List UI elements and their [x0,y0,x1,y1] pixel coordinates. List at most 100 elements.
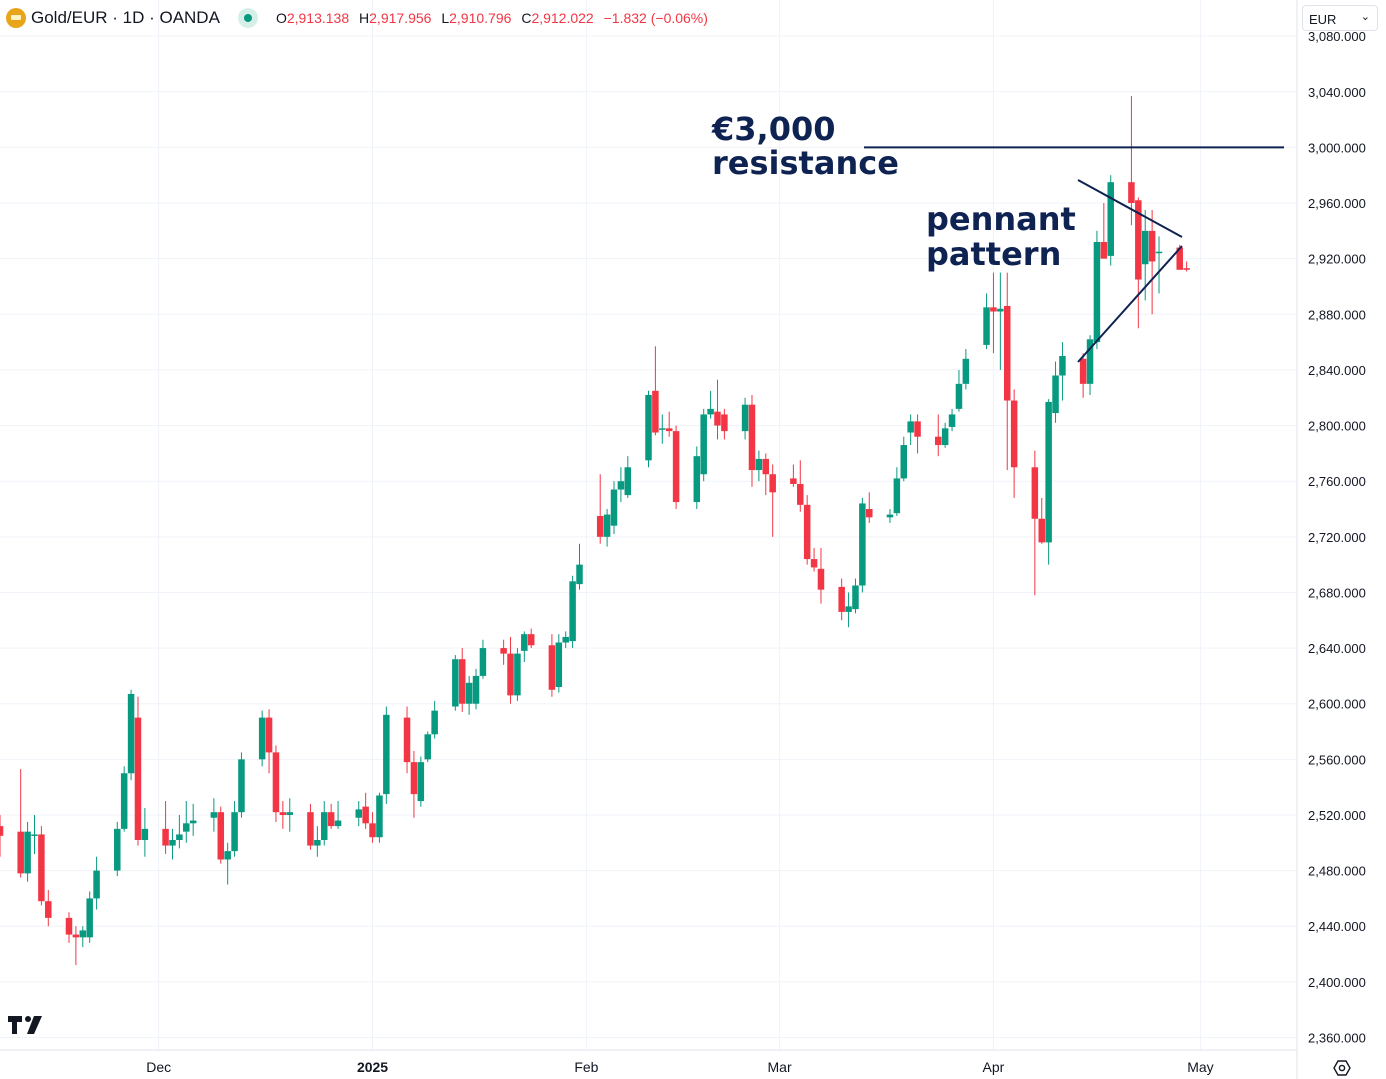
candle-body [231,812,238,852]
candle [479,639,487,679]
price-tick-label: 2,400.000 [1308,975,1366,990]
candle-body [955,383,963,409]
candle [741,397,749,440]
price-tick-label: 2,520.000 [1308,808,1366,823]
price-tick-label: 2,760.000 [1308,474,1366,489]
candle-body [990,307,997,312]
candle [321,801,328,846]
time-tick-label: Apr [983,1059,1005,1075]
tradingview-logo-icon[interactable] [8,1014,46,1034]
candle [1107,175,1114,266]
candle-body [224,851,231,860]
candle [1100,203,1108,259]
candle [93,856,100,910]
candle-body [127,693,135,774]
candle [838,578,845,621]
symbol-title[interactable]: Gold/EUR · 1D · OANDA [31,8,220,27]
candle-body [935,436,942,446]
candle [700,408,707,482]
candle-body [548,645,556,690]
candle [1155,236,1163,294]
candle-body [721,414,728,432]
candle-body [183,823,190,832]
time-tick-label: 2025 [357,1059,388,1075]
candle [500,639,507,665]
time-axis[interactable]: Dec 2025 Feb Mar Apr May [146,1059,1213,1075]
candle [231,801,238,857]
candle-body [286,812,294,815]
settings-gear-icon[interactable] [1333,1060,1351,1076]
candle [1003,272,1011,471]
candle [279,801,287,829]
candle [790,464,797,487]
candle-body [769,474,776,493]
candle [1031,450,1039,596]
price-tick-label: 2,360.000 [1308,1030,1366,1045]
candle [134,696,142,846]
candle-body [624,467,632,496]
candle [997,272,1004,370]
candle-body [983,307,990,345]
candle [286,798,294,832]
candle [659,414,666,444]
candle-body [859,503,866,586]
candle-body [279,812,287,815]
low-value: 2,910.796 [449,10,512,26]
candle-body [417,762,425,802]
candle-body [714,411,721,426]
price-tick-label: 3,080.000 [1308,29,1366,44]
candle [334,801,342,829]
candle-body [1031,467,1039,519]
close-label: C [521,10,532,26]
chevron-down-icon: ⌄ [1360,11,1370,23]
market-status-icon[interactable] [237,8,258,28]
resistance-annotation: €3,000 resistance [711,110,1284,182]
candle-body [72,934,80,938]
symbol-header: Gold/EUR · 1D · OANDA O2,913.138 H2,917.… [6,6,708,30]
candle [362,792,369,829]
candle [424,731,431,763]
price-tick-label: 2,880.000 [1308,307,1366,322]
candle [169,828,176,860]
candle-body [907,421,914,433]
candle-body [652,390,659,433]
open-value: 2,913.138 [286,10,350,26]
pennant-upper-line [1077,179,1183,238]
candle [86,891,93,943]
candle [762,453,770,496]
gold-coin-icon [6,8,26,28]
candle [652,346,659,436]
candle [617,467,625,503]
candle [755,450,763,482]
candle [1010,389,1018,498]
candle-body [817,568,825,590]
candle [410,750,418,818]
candle-body [162,828,169,846]
candle [990,272,997,354]
candle-body [507,653,514,696]
candle-body [603,514,611,537]
candle-body [93,870,100,899]
candle [817,547,825,604]
price-tick-label: 3,040.000 [1308,85,1366,100]
price-axis[interactable]: 3,080.000 3,040.000 3,000.000 2,960.000 2,92… [1308,29,1366,1045]
candle [1038,497,1045,544]
close-value: 2,912.022 [531,10,594,26]
candle [224,842,231,885]
pennant-label-line-1: pennant [926,200,1076,238]
candle-body [672,431,680,503]
candle-body [141,828,149,840]
candle [31,814,38,854]
price-tick-label: 2,560.000 [1308,752,1366,767]
candle [610,481,618,535]
candle [1128,95,1135,226]
candle [79,926,87,948]
candle-body [900,445,908,479]
candle-body [1052,375,1059,414]
high-value: 2,917.956 [369,10,432,26]
candle-body [1045,401,1052,543]
candle-body [803,504,811,560]
currency-selector[interactable]: EUR ⌄ [1302,5,1378,31]
candle-body [748,404,756,471]
